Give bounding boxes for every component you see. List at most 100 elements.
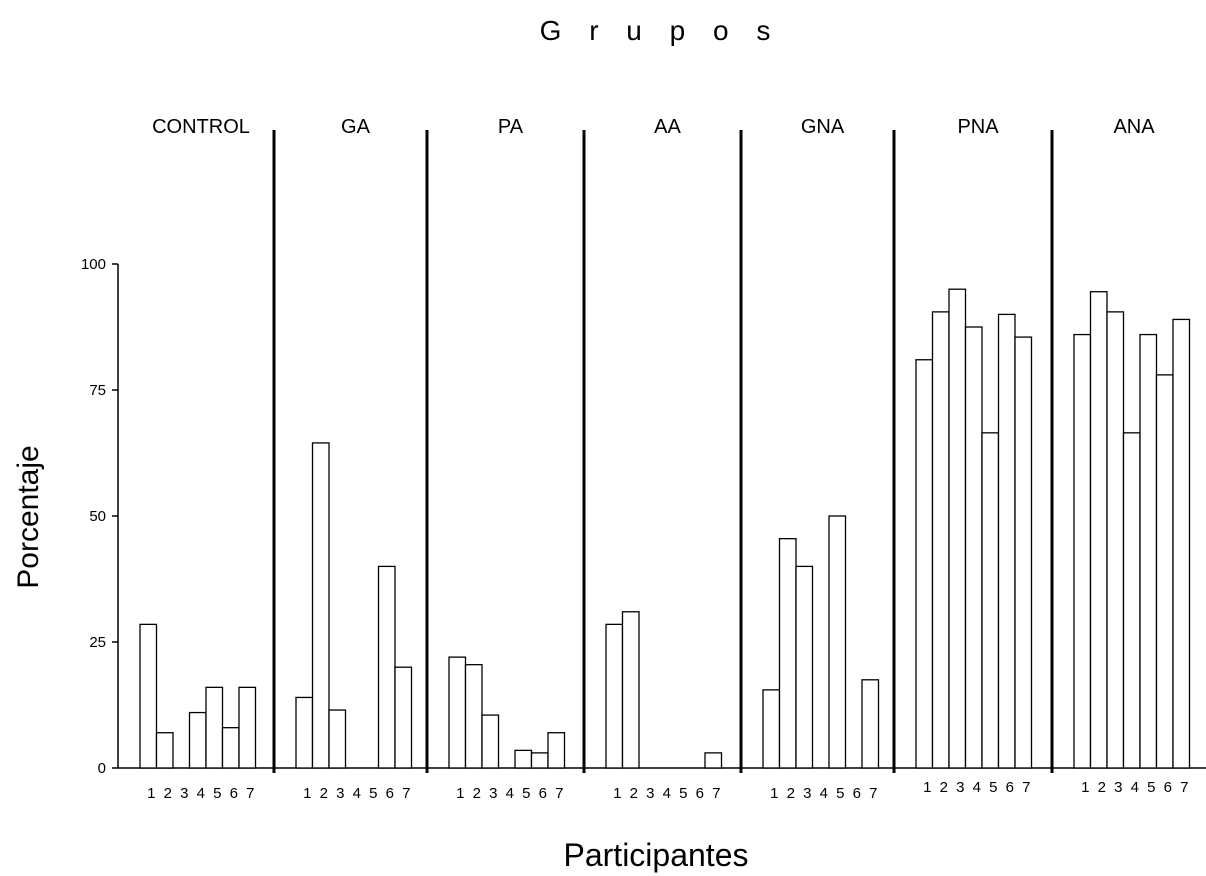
x-tick-label: 4 <box>663 785 671 802</box>
x-axis-label: Participantes <box>564 837 749 873</box>
x-tick-label: 3 <box>646 785 654 802</box>
bar <box>514 749 533 769</box>
x-tick-label: 2 <box>164 785 172 802</box>
x-tick-label: 4 <box>820 785 828 802</box>
bar <box>964 326 983 769</box>
bar <box>530 752 549 769</box>
bar <box>1106 311 1125 769</box>
x-tick-label: 3 <box>956 779 964 796</box>
x-tick-label: 4 <box>973 779 981 796</box>
bar <box>238 686 257 769</box>
y-tick-label: 75 <box>89 382 106 399</box>
x-tick-label: 3 <box>336 785 344 802</box>
bar <box>861 679 880 769</box>
x-tick-label: 4 <box>353 785 361 802</box>
x-tick-label: 7 <box>712 785 720 802</box>
bar <box>915 359 934 769</box>
x-tick-label: 2 <box>940 779 948 796</box>
bar <box>778 538 797 769</box>
bar <box>621 611 640 769</box>
group-label: GNA <box>801 116 845 138</box>
bar <box>188 711 207 769</box>
x-tick-label: 6 <box>1006 779 1014 796</box>
bar <box>762 689 781 769</box>
bar <box>311 442 330 769</box>
x-tick-label: 7 <box>402 785 410 802</box>
bar <box>205 686 224 769</box>
bar <box>155 732 174 769</box>
x-tick-label: 1 <box>613 785 621 802</box>
x-tick-label: 1 <box>147 785 155 802</box>
bar <box>1139 333 1158 769</box>
bar <box>828 515 847 769</box>
x-tick-label: 1 <box>923 779 931 796</box>
x-tick-label: 5 <box>989 779 997 796</box>
x-tick-label: 6 <box>230 785 238 802</box>
x-tick-label: 1 <box>303 785 311 802</box>
x-tick-label: 6 <box>539 785 547 802</box>
x-tick-label: 3 <box>489 785 497 802</box>
x-tick-label: 1 <box>456 785 464 802</box>
bar <box>464 664 483 769</box>
x-tick-label: 5 <box>679 785 687 802</box>
group-label: CONTROL <box>152 116 250 138</box>
x-tick-label: 6 <box>696 785 704 802</box>
x-tick-label: 6 <box>853 785 861 802</box>
bar <box>295 696 314 769</box>
bar <box>948 288 967 769</box>
x-tick-label: 4 <box>197 785 205 802</box>
bar <box>1172 318 1191 769</box>
x-tick-label: 3 <box>803 785 811 802</box>
x-tick-label: 1 <box>770 785 778 802</box>
group-label: GA <box>341 116 371 138</box>
group-label: ANA <box>1113 116 1155 138</box>
bar <box>1073 333 1092 769</box>
group-label: PNA <box>957 116 999 138</box>
x-tick-label: 4 <box>1131 779 1139 796</box>
x-tick-label: 5 <box>369 785 377 802</box>
x-tick-label: 5 <box>213 785 221 802</box>
x-tick-label: 7 <box>555 785 563 802</box>
x-tick-label: 2 <box>630 785 638 802</box>
bar <box>997 313 1016 769</box>
bar <box>1089 291 1108 769</box>
bar <box>328 709 347 769</box>
x-tick-label: 1 <box>1081 779 1089 796</box>
y-tick-label: 100 <box>81 256 106 273</box>
bar <box>795 565 814 769</box>
y-axis-label: Porcentaje <box>12 445 45 588</box>
x-tick-label: 7 <box>246 785 254 802</box>
bar <box>704 752 723 769</box>
x-tick-label: 7 <box>1022 779 1030 796</box>
x-tick-label: 2 <box>1098 779 1106 796</box>
x-tick-label: 6 <box>386 785 394 802</box>
bar <box>931 311 950 769</box>
bar <box>981 432 1000 769</box>
x-tick-label: 4 <box>506 785 514 802</box>
y-tick-label: 25 <box>89 634 106 651</box>
x-tick-label: 5 <box>522 785 530 802</box>
x-tick-label: 2 <box>787 785 795 802</box>
x-tick-label: 2 <box>320 785 328 802</box>
x-tick-label: 7 <box>1180 779 1188 796</box>
bar <box>605 623 624 769</box>
y-tick-label: 0 <box>98 760 106 777</box>
y-tick-label: 50 <box>89 508 106 525</box>
bar <box>448 656 467 769</box>
group-label: AA <box>654 116 681 138</box>
bar <box>1014 336 1033 769</box>
bar <box>481 714 500 769</box>
x-tick-label: 6 <box>1164 779 1172 796</box>
bar <box>547 732 566 769</box>
x-tick-label: 7 <box>869 785 877 802</box>
x-tick-label: 5 <box>836 785 844 802</box>
x-tick-label: 2 <box>473 785 481 802</box>
bar <box>1122 432 1141 769</box>
group-label: PA <box>498 116 524 138</box>
x-tick-label: 3 <box>180 785 188 802</box>
bar <box>139 623 158 769</box>
x-tick-label: 5 <box>1147 779 1155 796</box>
bar <box>1155 374 1174 769</box>
